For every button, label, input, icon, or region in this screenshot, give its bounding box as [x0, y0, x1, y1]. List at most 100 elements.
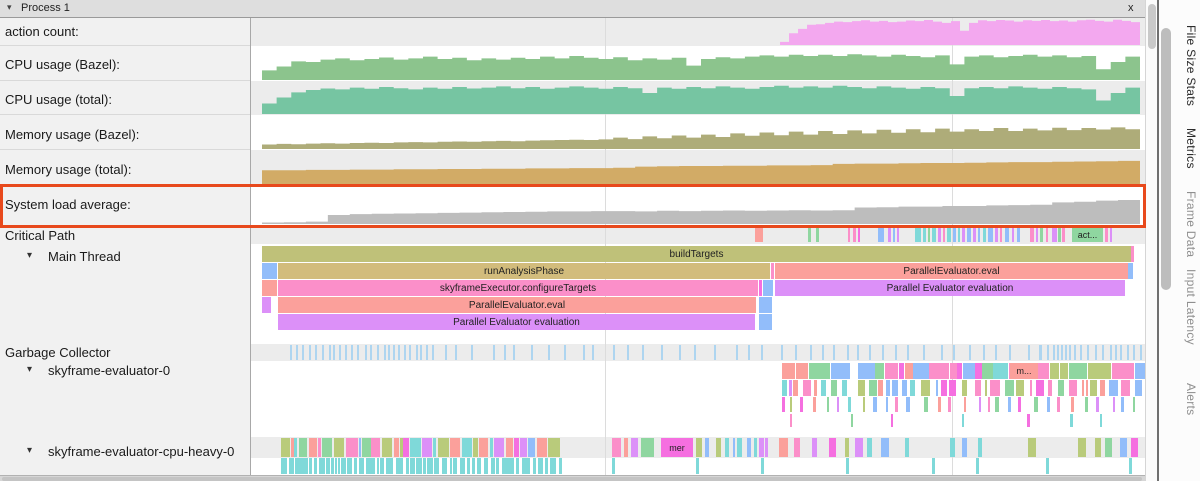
trace-slice[interactable]: [262, 297, 271, 313]
gc-tick[interactable]: [1052, 345, 1055, 360]
collapse-arrow-icon[interactable]: ▾: [27, 445, 33, 456]
trace-sliver[interactable]: [790, 397, 793, 412]
trace-sliver[interactable]: [478, 438, 489, 457]
trace-sliver[interactable]: [758, 438, 765, 457]
gc-tick[interactable]: [1057, 345, 1059, 360]
trace-sliver[interactable]: [460, 458, 465, 474]
trace-sliver[interactable]: [325, 458, 331, 474]
trace-sliver[interactable]: [885, 397, 889, 412]
trace-sliver[interactable]: [402, 438, 409, 457]
trace-slice[interactable]: m...: [1010, 363, 1038, 379]
trace-sliver[interactable]: [1047, 397, 1050, 412]
trace-sliver[interactable]: [337, 458, 340, 474]
trace-sliver[interactable]: [1099, 414, 1102, 427]
trace-sliver[interactable]: [920, 380, 931, 396]
trace-sliver[interactable]: [490, 458, 496, 474]
trace-sliver[interactable]: [1057, 380, 1065, 396]
trace-sliver[interactable]: [281, 458, 288, 474]
trace-sliver[interactable]: [746, 438, 751, 457]
trace-sliver[interactable]: [826, 397, 830, 412]
trace-sliver[interactable]: [961, 438, 967, 457]
trace-sliver[interactable]: [386, 458, 391, 474]
gc-tick[interactable]: [332, 345, 335, 360]
trace-sliver[interactable]: [334, 438, 345, 457]
trace-sliver[interactable]: [1029, 380, 1032, 396]
trace-sliver[interactable]: [536, 438, 548, 457]
gc-tick[interactable]: [1102, 345, 1105, 360]
trace-sliver[interactable]: [1105, 228, 1108, 242]
gc-tick[interactable]: [1094, 345, 1097, 360]
trace-sliver[interactable]: [396, 458, 403, 474]
trace-sliver[interactable]: [753, 438, 757, 457]
trace-sliver[interactable]: [905, 438, 909, 457]
trace-sliver[interactable]: [853, 228, 856, 242]
gc-tick[interactable]: [869, 345, 872, 360]
trace-sliver[interactable]: [884, 363, 899, 379]
gc-tick[interactable]: [1065, 345, 1068, 360]
trace-sliver[interactable]: [829, 438, 836, 457]
trace-sliver[interactable]: [1050, 363, 1060, 379]
trace-sliver[interactable]: [878, 380, 884, 396]
gc-tick[interactable]: [432, 345, 434, 360]
sidebar-tab-file-size-stats[interactable]: File Size Stats: [1184, 25, 1198, 107]
trace-sliver[interactable]: [760, 458, 764, 474]
gc-tick[interactable]: [856, 345, 859, 360]
trace-sliver[interactable]: [1032, 438, 1036, 457]
trace-sliver[interactable]: [1090, 380, 1098, 396]
trace-sliver[interactable]: [894, 397, 898, 412]
trace-sliver[interactable]: [755, 228, 763, 242]
trace-sliver[interactable]: [987, 397, 991, 412]
trace-sliver[interactable]: [949, 380, 957, 396]
trace-sliver[interactable]: [641, 438, 654, 457]
trace-sliver[interactable]: [521, 458, 526, 474]
trace-sliver[interactable]: [361, 438, 371, 457]
trace-sliver[interactable]: [782, 397, 785, 412]
trace-sliver[interactable]: [973, 228, 976, 242]
trace-sliver[interactable]: [862, 397, 866, 412]
gc-tick[interactable]: [409, 345, 412, 360]
trace-sliver[interactable]: [924, 397, 928, 412]
trace-sliver[interactable]: [1095, 397, 1099, 412]
gc-tick[interactable]: [582, 345, 585, 360]
trace-sliver[interactable]: [427, 458, 433, 474]
gc-tick[interactable]: [1127, 345, 1129, 360]
gc-tick[interactable]: [832, 345, 835, 360]
trace-sliver[interactable]: [409, 438, 421, 457]
gc-tick[interactable]: [678, 345, 681, 360]
trace-sliver[interactable]: [1012, 228, 1014, 242]
trace-sliver[interactable]: [831, 380, 838, 396]
sidebar-tab-alerts[interactable]: Alerts: [1184, 383, 1198, 416]
gc-tick[interactable]: [1109, 345, 1112, 360]
trace-sliver[interactable]: [379, 458, 384, 474]
trace-sliver[interactable]: [1036, 228, 1038, 242]
trace-sliver[interactable]: [938, 228, 941, 242]
trace-sliver[interactable]: [294, 438, 298, 457]
trace-sliver[interactable]: [452, 458, 458, 474]
trace-sliver[interactable]: [845, 458, 849, 474]
trace-sliver[interactable]: [858, 380, 865, 396]
gc-tick[interactable]: [370, 345, 373, 360]
gc-tick[interactable]: [376, 345, 379, 360]
trace-sliver[interactable]: [318, 438, 321, 457]
trace-sliver[interactable]: [631, 438, 638, 457]
trace-sliver[interactable]: [513, 438, 519, 457]
gc-tick[interactable]: [357, 345, 360, 360]
trace-sliver[interactable]: [812, 438, 817, 457]
trace-sliver[interactable]: [295, 458, 302, 474]
trace-sliver[interactable]: [493, 438, 504, 457]
trace-slice[interactable]: [763, 280, 773, 296]
trace-sliver[interactable]: [1132, 397, 1135, 412]
trace-sliver[interactable]: [359, 438, 362, 457]
gc-tick[interactable]: [822, 345, 825, 360]
close-icon[interactable]: x: [1128, 2, 1134, 14]
trace-sliver[interactable]: [875, 363, 884, 379]
trace-sliver[interactable]: [990, 380, 1001, 396]
trace-sliver[interactable]: [957, 363, 963, 379]
trace-sliver[interactable]: [1110, 228, 1112, 242]
trace-slice[interactable]: mer: [661, 438, 693, 457]
gc-tick[interactable]: [364, 345, 367, 360]
gc-tick[interactable]: [471, 345, 474, 360]
trace-sliver[interactable]: [906, 397, 911, 412]
trace-slice[interactable]: buildTargets: [262, 246, 1131, 262]
trace-sliver[interactable]: [782, 380, 787, 396]
